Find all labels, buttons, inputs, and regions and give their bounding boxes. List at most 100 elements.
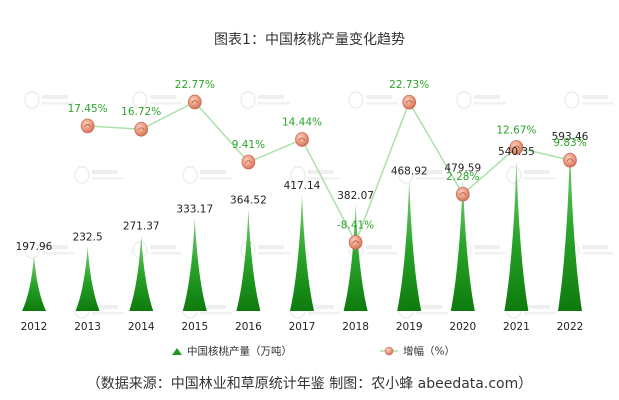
x-tick-2015: 2015 (181, 321, 208, 333)
watermark-mark (524, 305, 550, 309)
x-tick-2013: 2013 (74, 321, 101, 333)
watermark-mark (524, 177, 556, 180)
line-series (80, 94, 577, 250)
bar-2018 (343, 204, 368, 311)
growth-marker-2016 (241, 154, 256, 170)
growth-marker-2019 (402, 94, 417, 110)
x-tick-2020: 2020 (449, 321, 476, 333)
x-tick-2018: 2018 (342, 321, 369, 333)
watermark-mark (92, 177, 124, 180)
watermark-bee-icon (348, 91, 364, 109)
growth-label-2014: 16.72% (121, 106, 161, 118)
watermark-mark (92, 312, 124, 315)
walnut-icon (513, 145, 520, 149)
watermark-mark (308, 170, 334, 174)
watermark-mark (582, 95, 608, 99)
x-axis-tick-labels: 2012 2013 2014 2015 2016 2017 2018 2019 2020 2021… (21, 321, 584, 333)
walnut-icon (352, 240, 359, 244)
growth-marker-2021 (509, 140, 524, 155)
watermark-mark (474, 252, 506, 255)
bar-2014 (129, 235, 154, 311)
x-tick-2012: 2012 (21, 321, 48, 333)
watermark-mark (416, 170, 442, 174)
watermark-mark (366, 252, 398, 255)
growth-marker-2014 (134, 121, 149, 137)
growth-label-2015: 22.77% (175, 79, 215, 91)
bar-series (22, 146, 582, 311)
watermark-mark (200, 305, 226, 309)
watermark-mark (524, 170, 550, 174)
legend-line-label: 增幅（%） (403, 345, 455, 358)
walnut-icon (298, 137, 306, 141)
bar-2022 (558, 146, 582, 311)
watermark-mark (258, 245, 284, 249)
walnut-icon (84, 124, 91, 128)
watermark-bee-icon (24, 241, 40, 259)
watermark-mark (416, 177, 448, 180)
growth-label-2022: 9.83% (553, 137, 586, 149)
growth-label-2021: 12.67% (496, 124, 536, 136)
walnut-icon (405, 100, 413, 104)
watermark-mark (92, 305, 118, 309)
growth-line (87, 100, 571, 245)
growth-label-2017: 14.44% (282, 116, 322, 128)
x-tick-2021: 2021 (503, 321, 530, 333)
x-tick-2022: 2022 (557, 321, 584, 333)
watermark-mark (150, 102, 182, 105)
growth-marker-2015 (187, 94, 202, 110)
bar-value-label-2022: 593.46 (552, 131, 589, 143)
bar-2020 (450, 177, 475, 311)
watermark-bee-icon (398, 166, 414, 184)
growth-marker-2020 (455, 186, 470, 202)
percent-labels: 17.45% 16.72% 22.77% 9.41% 14.44% -8.41% 22.73… (68, 79, 587, 231)
watermark-mark (308, 305, 334, 309)
source-note: （数据来源：中国林业和草原统计年鉴 制图：农小蜂 abeedata.com） (87, 376, 532, 392)
bar-2013 (75, 246, 100, 311)
watermark-bee-icon (506, 166, 522, 184)
watermark-bee-icon (290, 166, 306, 184)
walnut-icon (459, 192, 467, 196)
bar-2017 (290, 195, 314, 311)
watermark-mark (258, 252, 290, 255)
watermark-mark (366, 245, 392, 249)
bar-value-label-2021: 540.35 (498, 146, 535, 158)
walnut-icon (566, 158, 574, 162)
watermark-mark (582, 245, 608, 249)
legend: 中国核桃产量（万吨） 增幅（%） (172, 345, 455, 358)
watermark-bee-icon (132, 91, 148, 109)
x-tick-2019: 2019 (396, 321, 423, 333)
bar-value-label-2020: 479.59 (444, 163, 481, 175)
walnut-icon (191, 100, 199, 104)
watermark-mark (524, 312, 556, 315)
watermark-mark (366, 95, 392, 99)
watermark-mark (42, 252, 74, 255)
watermark-mark (200, 312, 232, 315)
watermark-mark (308, 177, 340, 180)
watermark-mark (42, 102, 74, 105)
bar-value-label-2014: 271.37 (123, 221, 160, 233)
bar-value-label-2017: 417.14 (284, 180, 321, 192)
watermark-mark (150, 245, 176, 249)
chart-title: 图表1：中国核桃产量变化趋势 (214, 32, 405, 48)
watermark-mark (258, 102, 290, 105)
growth-marker-2017 (295, 132, 309, 147)
watermark-mark (474, 102, 506, 105)
bar-value-label-2019: 468.92 (391, 166, 428, 178)
growth-label-2016: 9.41% (232, 139, 265, 151)
watermark-bee-icon (74, 166, 90, 184)
walnut-icon (245, 160, 252, 164)
watermark-mark (416, 312, 448, 315)
watermark-mark (200, 177, 232, 180)
watermark-mark (474, 245, 500, 249)
bar-2012 (22, 255, 46, 311)
x-tick-2017: 2017 (289, 321, 316, 333)
x-tick-2014: 2014 (128, 321, 155, 333)
watermark-bee-icon (240, 91, 256, 109)
watermark-bee-icon (456, 91, 472, 109)
watermark-mark (200, 170, 226, 174)
growth-label-2013: 17.45% (68, 103, 108, 115)
watermark-mark (582, 102, 614, 105)
watermark-mark (582, 252, 614, 255)
growth-label-2020: 2.28% (446, 171, 479, 183)
watermark-mark (474, 95, 500, 99)
